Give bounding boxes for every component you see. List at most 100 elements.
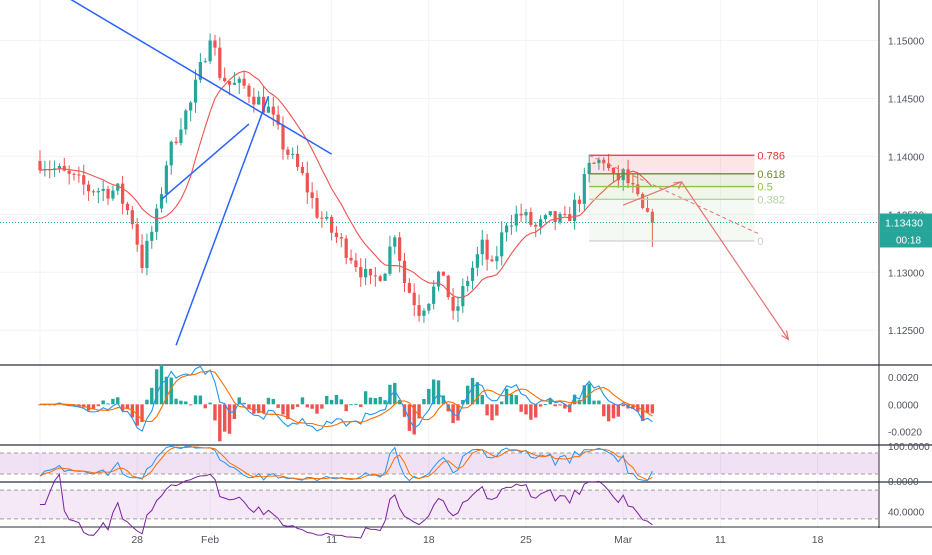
macd-tick-label: 0.0000 <box>888 400 919 411</box>
macd-histogram-bar <box>373 398 378 405</box>
macd-histogram-bar <box>257 404 261 414</box>
candle-body <box>164 165 168 195</box>
candle-body <box>597 159 601 164</box>
time-tick-label: 21 <box>34 534 46 546</box>
macd-histogram-bar <box>602 404 606 417</box>
macd-histogram-bar <box>388 384 392 405</box>
macd-histogram-bar <box>276 404 280 408</box>
candle-body <box>466 280 470 287</box>
macd-histogram-bar <box>300 397 305 405</box>
candle-body <box>650 211 654 223</box>
macd-histogram-bar <box>320 404 324 409</box>
candle-body <box>116 183 120 191</box>
macd-histogram-bar <box>242 402 246 405</box>
fib-level-label: 0.5 <box>757 182 772 194</box>
macd-histogram-bar <box>616 404 621 417</box>
macd-histogram-bar <box>402 404 407 417</box>
macd-histogram-bar <box>436 380 441 405</box>
candle-body <box>252 96 256 105</box>
candle-body <box>130 210 134 225</box>
candle-body <box>232 82 236 85</box>
candle-body <box>179 129 183 144</box>
candle-body <box>412 292 416 306</box>
candle-body <box>325 216 329 219</box>
candle-body <box>135 224 139 245</box>
macd-histogram-bar <box>412 404 416 435</box>
macd-histogram-bar <box>247 404 251 409</box>
rsi-tick-label: 40.0000 <box>888 508 925 519</box>
macd-histogram-bar <box>154 369 159 405</box>
candle-body <box>174 141 178 144</box>
candle-body <box>349 257 353 261</box>
candle-body <box>636 184 640 195</box>
macd-histogram-bar <box>441 395 446 405</box>
candle-body <box>315 198 319 218</box>
macd-histogram-bar <box>310 404 314 409</box>
candle-body <box>339 237 343 239</box>
candle-body <box>495 256 499 262</box>
candle-body <box>291 153 295 155</box>
macd-histogram-bar <box>266 397 271 405</box>
macd-histogram-bar <box>524 404 528 415</box>
macd-histogram-bar <box>611 404 616 419</box>
macd-histogram-bar <box>514 395 518 405</box>
fib-zone <box>589 155 755 174</box>
candle-body <box>261 96 266 113</box>
candle-body <box>208 40 212 62</box>
macd-histogram-bar <box>125 404 130 410</box>
candle-body <box>509 225 514 227</box>
candle-body <box>470 267 475 281</box>
stochastic-panel[interactable] <box>0 445 879 482</box>
macd-histogram-bar <box>106 403 110 405</box>
macd-histogram-bar <box>383 400 387 405</box>
candle-body <box>524 212 528 216</box>
candle-body <box>77 174 81 176</box>
candle-body <box>198 61 202 80</box>
macd-histogram-bar <box>140 404 144 422</box>
candle-body <box>456 306 460 311</box>
candle-body <box>368 268 373 276</box>
candle-body <box>237 78 241 83</box>
last-price-tag <box>880 213 932 232</box>
macd-histogram-bar <box>485 404 489 416</box>
macd-histogram-bar <box>519 404 523 412</box>
countdown-tag <box>880 231 932 248</box>
candle-body <box>373 275 377 277</box>
price-tick-label: 1.15000 <box>888 37 925 48</box>
candle-body <box>286 149 290 155</box>
macd-histogram-bar <box>193 395 198 405</box>
rsi-panel[interactable] <box>0 473 879 539</box>
candle-body <box>611 167 616 175</box>
macd-histogram-bar <box>597 400 601 405</box>
macd-histogram-bar <box>431 379 436 405</box>
candle-body <box>281 124 285 150</box>
time-tick-label: 28 <box>131 534 143 546</box>
macd-histogram-bar <box>475 382 480 405</box>
stochastic-tick-label: 100.0000 <box>888 442 930 453</box>
candle-body <box>72 173 76 175</box>
candle-body <box>480 239 484 255</box>
macd-histogram-bar <box>636 404 640 412</box>
macd-histogram-bar <box>72 404 76 407</box>
macd-histogram-bar <box>480 395 484 405</box>
candle-body <box>446 275 450 298</box>
candle-body <box>402 260 407 284</box>
candle-body <box>607 163 611 168</box>
candle-body <box>475 254 479 268</box>
time-tick-label: 18 <box>423 534 435 546</box>
stochastic-band <box>0 453 879 474</box>
candle-body <box>641 194 645 208</box>
macd-panel[interactable] <box>38 364 655 442</box>
time-tick-label: Feb <box>201 534 219 546</box>
candle-body <box>150 231 154 241</box>
candle-body <box>266 106 271 113</box>
candle-body <box>140 244 144 268</box>
macd-histogram-bar <box>159 364 164 405</box>
macd-histogram-bar <box>344 404 348 412</box>
candle-body <box>616 174 620 181</box>
fib-level-label: 0 <box>757 236 763 248</box>
macd-histogram-bar <box>96 404 101 407</box>
